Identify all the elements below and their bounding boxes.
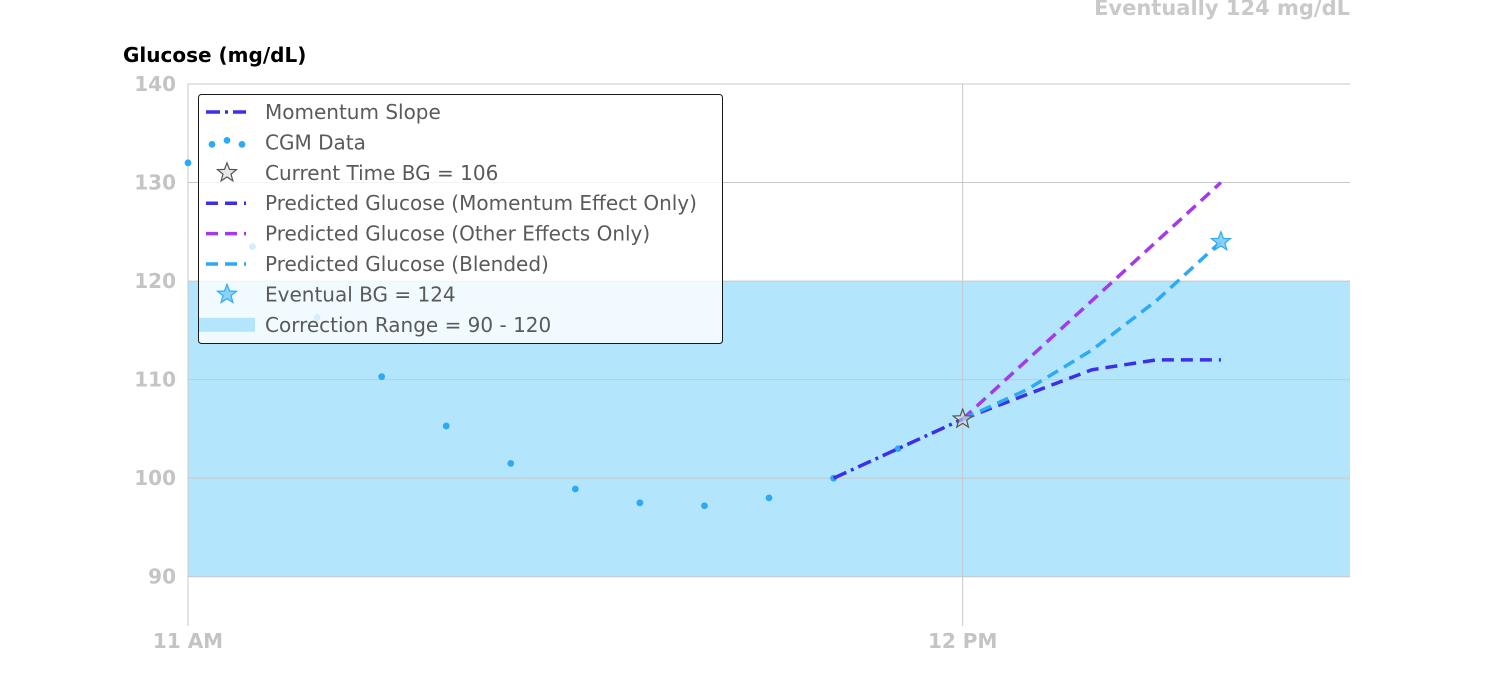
cgm-point-5 xyxy=(507,460,515,467)
cgm-point-0 xyxy=(184,159,192,167)
line-predicted-glucose-momentum-effect-only xyxy=(962,358,1221,421)
series-predicted-glucose-momentum-effect-only xyxy=(962,358,1221,421)
legend-label: Correction Range = 90 - 120 xyxy=(265,313,551,337)
line-predicted-glucose-other-effects-only xyxy=(961,181,1223,421)
line-predicted-glucose-blended xyxy=(961,240,1223,421)
y-tick-label-90: 90 xyxy=(148,565,176,589)
legend-entry-predicted-glucose-momentum-effect-only: Predicted Glucose (Momentum Effect Only) xyxy=(206,191,697,215)
y-axis-label: Glucose (mg/dL) xyxy=(123,43,306,67)
legend-entry-momentum-slope: Momentum Slope xyxy=(206,100,441,124)
eventual-bg-note: Eventually 124 mg/dL xyxy=(1094,0,1350,20)
legend-entry-cgm-data: CGM Data xyxy=(208,130,366,154)
legend-label: Momentum Slope xyxy=(265,100,441,124)
legend-swatch-dot xyxy=(208,141,216,148)
legend-swatch-patch xyxy=(199,317,255,332)
legend-label: Eventual BG = 124 xyxy=(265,282,456,306)
legend-label: Predicted Glucose (Momentum Effect Only) xyxy=(265,191,697,215)
line-momentum-slope xyxy=(832,417,964,480)
star-marker-current-time-bg-106 xyxy=(951,407,974,429)
legend-label: Predicted Glucose (Other Effects Only) xyxy=(265,222,650,246)
cgm-point-7 xyxy=(636,499,644,507)
y-tick-label-100: 100 xyxy=(134,466,176,490)
legend-label: Current Time BG = 106 xyxy=(265,161,498,185)
series-momentum-slope xyxy=(832,417,964,480)
cgm-point-3 xyxy=(378,373,386,381)
y-tick-label-140: 140 xyxy=(134,72,176,96)
x-tick-label-12-pm: 12 PM xyxy=(928,629,997,653)
star-marker-eventual-bg-124 xyxy=(1209,230,1233,252)
legend-swatch-dot xyxy=(238,141,246,148)
cgm-point-9 xyxy=(765,494,773,502)
legend-entry-predicted-glucose-blended: Predicted Glucose (Blended) xyxy=(206,252,549,276)
axes: 90 100 110 120 130 140 11 AM 12 PM xyxy=(134,72,997,653)
legend-entry-eventual-bg-124: Eventual BG = 124 xyxy=(215,282,456,306)
legend-entry-current-time-bg-106: Current Time BG = 106 xyxy=(215,161,498,185)
legend-entry-predicted-glucose-other-effects-only: Predicted Glucose (Other Effects Only) xyxy=(206,222,650,246)
series-eventual-bg-124 xyxy=(1209,230,1233,252)
legend-label: Predicted Glucose (Blended) xyxy=(265,252,549,276)
legend: Momentum Slope CGM Data Current Time BG = … xyxy=(198,94,723,344)
legend-frame xyxy=(198,94,723,344)
y-tick-label-130: 130 xyxy=(134,171,176,195)
legend-label: CGM Data xyxy=(265,130,366,154)
cgm-point-6 xyxy=(571,485,579,493)
cgm-point-4 xyxy=(442,422,450,430)
series-layer xyxy=(184,159,1233,510)
series-predicted-glucose-blended xyxy=(961,240,1223,421)
legend-entry-correction-range-90-120: Correction Range = 90 - 120 xyxy=(199,313,551,337)
legend-swatch-dot xyxy=(223,137,231,144)
legend-swatch-star xyxy=(215,161,239,183)
series-predicted-glucose-other-effects-only xyxy=(961,181,1223,421)
x-tick-label-11-am: 11 AM xyxy=(153,629,223,653)
y-tick-label-120: 120 xyxy=(134,269,176,293)
series-current-time-bg-106 xyxy=(951,407,974,429)
cgm-point-8 xyxy=(701,502,708,510)
legend-swatch-star xyxy=(215,282,239,304)
y-tick-label-110: 110 xyxy=(134,368,176,392)
